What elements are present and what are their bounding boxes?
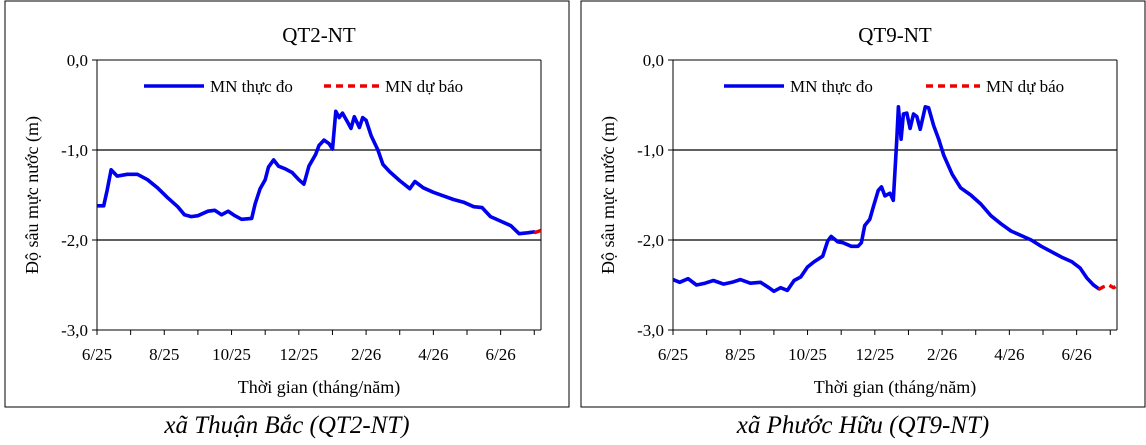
chart-caption-qt2-nt: xã Thuận Bắc (QT2-NT) [164, 412, 410, 439]
x-tick-label: 6/25 [658, 345, 688, 364]
legend-label-forecast: MN dự báo [986, 77, 1064, 96]
y-tick-label: 0,0 [67, 51, 88, 70]
y-axis-label: Độ sâu mực nước (m) [598, 116, 619, 274]
x-tick-label: 12/25 [279, 345, 318, 364]
x-tick-label: 8/25 [725, 345, 755, 364]
x-tick-label: 4/26 [418, 345, 448, 364]
x-tick-label: 6/26 [486, 345, 516, 364]
series-line-measured [673, 105, 1101, 294]
y-tick-label: -1,0 [61, 141, 88, 160]
x-tick-label: 4/26 [994, 345, 1024, 364]
chart-panel-qt9-nt: QT9-NT 0,0 -1,0 -2,0 -3,0 6/25 8/25 10/25 12/25 2… [580, 0, 1146, 445]
chart-title: QT9-NT [858, 23, 932, 47]
x-tick-label: 6/25 [82, 345, 112, 364]
y-tick-label: -2,0 [61, 231, 88, 250]
chart-svg-qt2-nt: QT2-NT 0,0 -1,0 -2,0 -3,0 6/25 8/25 10/25 12/25 2… [4, 0, 570, 408]
legend-label-measured: MN thực đo [790, 77, 873, 96]
chart-svg-qt9-nt: QT9-NT 0,0 -1,0 -2,0 -3,0 6/25 8/25 10/25 12/25 2… [580, 0, 1146, 408]
chart-caption-qt9-nt: xã Phước Hữu (QT9-NT) [736, 412, 990, 439]
chart-title: QT2-NT [282, 23, 356, 47]
x-tick-label: 2/26 [927, 345, 957, 364]
legend: MN thực đo MN dự báo [144, 77, 463, 96]
legend-label-measured: MN thực đo [210, 77, 293, 96]
y-tick-label: -1,0 [637, 141, 664, 160]
series-line-measured [97, 109, 537, 236]
y-tick-label: -2,0 [637, 231, 664, 250]
x-tick-label: 6/26 [1062, 345, 1092, 364]
chart-frame [580, 0, 1146, 408]
x-axis-label: Thời gian (tháng/năm) [238, 377, 400, 398]
y-tick-label: 0,0 [643, 51, 664, 70]
legend-label-forecast: MN dự báo [385, 77, 463, 96]
legend: MN thực đo MN dự báo [724, 77, 1064, 96]
x-tick-label: 12/25 [855, 345, 894, 364]
x-tick-label: 10/25 [212, 345, 251, 364]
y-tick-label: -3,0 [637, 321, 664, 340]
x-tick-label: 10/25 [788, 345, 827, 364]
y-axis-label: Độ sâu mực nước (m) [22, 116, 43, 274]
x-axis-label: Thời gian (tháng/năm) [814, 377, 976, 398]
x-tick-label: 2/26 [351, 345, 381, 364]
y-tick-label: -3,0 [61, 321, 88, 340]
x-tick-label: 8/25 [149, 345, 179, 364]
chart-panel-qt2-nt: QT2-NT 0,0 -1,0 -2,0 -3,0 6/25 8/25 10/25 12/25 2… [4, 0, 570, 445]
